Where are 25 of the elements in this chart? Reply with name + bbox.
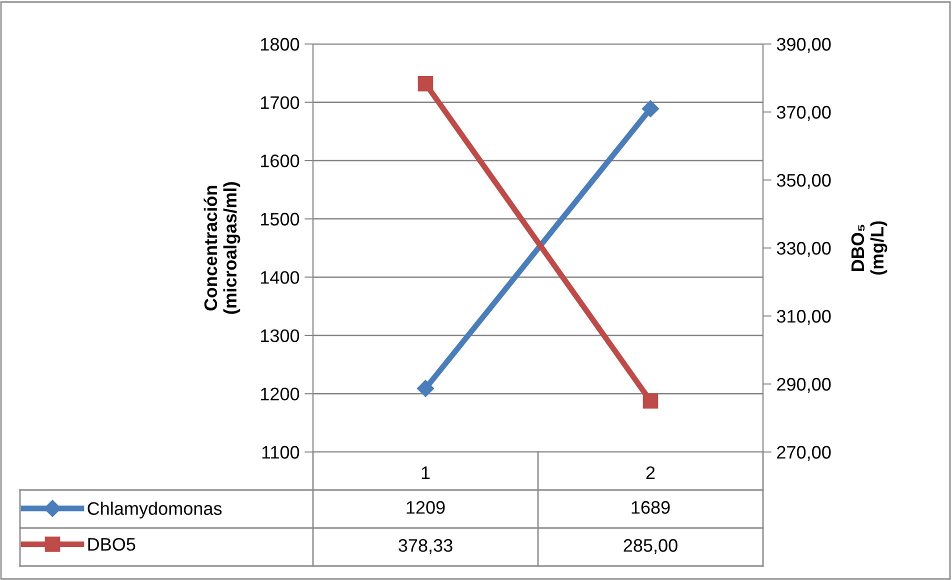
legend-label: Chlamydomonas	[88, 502, 222, 519]
y-tick-label: 1300	[261, 329, 300, 342]
y-tick-label: 1500	[261, 212, 300, 226]
y-tick-label: 1600	[261, 154, 300, 168]
y-tick-label: 1400	[261, 271, 300, 284]
x-tick-label: 2	[646, 466, 655, 479]
x-tick-label: 1	[422, 466, 430, 479]
y2-tick-label: 370,00	[776, 106, 831, 121]
y-tick-label: 1800	[261, 38, 300, 51]
y-tick-label: 1700	[261, 96, 300, 110]
y2-tick-label: 270,00	[777, 446, 831, 461]
y2-tick-label: 290,00	[777, 378, 831, 393]
y2-axis-title: DBO₅ (mg/L)	[851, 221, 888, 275]
y-axis-title: Concentración (microalgas/ml)	[204, 182, 240, 314]
y2-tick-label: 350,00	[776, 174, 831, 189]
y2-tick-label: 310,00	[776, 310, 831, 325]
data-label: 1209	[406, 501, 445, 514]
y-tick-label: 1100	[262, 446, 300, 459]
data-label: 1689	[632, 501, 670, 514]
data-label: 378,33	[398, 539, 452, 554]
legend-label: DBO5	[88, 538, 136, 551]
data-label: 285,00	[624, 539, 678, 554]
y-tick-label: 1200	[261, 388, 300, 400]
y2-tick-label: 330,00	[776, 242, 831, 257]
y2-tick-label: 390,00	[776, 38, 831, 53]
